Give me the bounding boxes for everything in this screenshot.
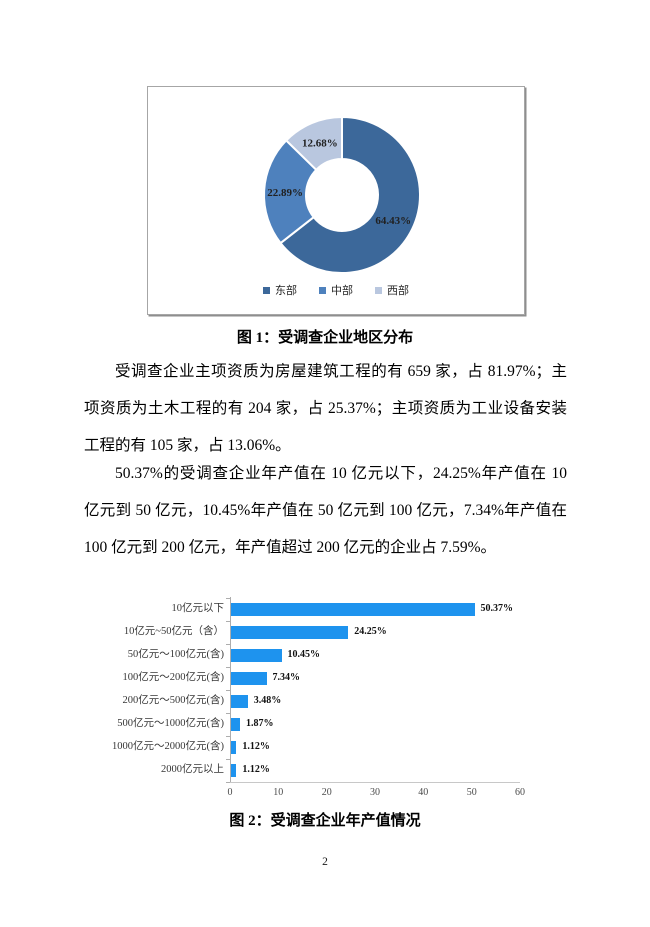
category-axis-line — [230, 597, 231, 782]
donut-legend: 东部 中部 西部 — [148, 282, 524, 298]
bar — [231, 648, 282, 662]
bar-category-label: 1000亿元～2000亿元(含) — [112, 741, 224, 752]
x-axis-tick-label: 0 — [227, 787, 233, 798]
category-axis-tick — [226, 643, 230, 645]
bar — [231, 625, 349, 639]
bar-value-label: 1.12% — [242, 764, 270, 775]
x-axis-tick-label: 40 — [418, 787, 429, 798]
legend-item: 中部 — [319, 282, 353, 298]
legend-item: 东部 — [263, 282, 297, 298]
bar-value-label: 1.87% — [246, 718, 274, 729]
category-axis-tick — [226, 666, 230, 668]
legend-swatch — [319, 286, 326, 294]
bar-category-label: 10亿元~50亿元（含） — [123, 626, 224, 637]
paragraph-qualifications: 受调查企业主项资质为房屋建筑工程的有 659 家，占 81.97%；主项资质为土… — [84, 363, 567, 454]
bar-category-label: 500亿元～1000亿元(含) — [117, 718, 224, 729]
bar-value-label: 24.25% — [354, 626, 387, 637]
legend-label: 西部 — [387, 285, 409, 297]
donut-slice-0 — [279, 115, 421, 274]
bar-value-label: 7.34% — [272, 672, 301, 683]
category-axis-tick — [226, 689, 230, 691]
x-axis-tick-label: 20 — [321, 787, 332, 798]
bar-category-label: 10亿元以下 — [171, 603, 225, 614]
donut-slice-label: 22.89% — [267, 187, 303, 199]
legend-label: 中部 — [331, 285, 353, 297]
bar — [231, 671, 267, 685]
donut-slice-2 — [284, 115, 343, 172]
page-number: 2 — [322, 856, 328, 868]
x-axis-tick-label: 30 — [370, 787, 380, 798]
donut-chart: 64.43% 22.89% 12.68% — [263, 115, 421, 274]
bar-value-label: 1.12% — [242, 741, 270, 752]
bar-category-label: 2000亿元以上 — [161, 764, 224, 775]
bar-category-label: 100亿元～200亿元(含) — [122, 672, 225, 683]
bar — [231, 740, 237, 754]
category-axis-tick — [226, 735, 230, 737]
donut-slice-1 — [263, 139, 318, 245]
legend-item: 西部 — [375, 282, 409, 298]
x-axis-tick-label: 10 — [273, 787, 284, 798]
bar-value-label: 3.48% — [253, 695, 282, 706]
bar-value-label: 10.45% — [287, 649, 321, 660]
x-axis-tick-label: 50 — [466, 787, 477, 798]
donut-slice-label: 12.68% — [302, 138, 338, 150]
legend-label: 东部 — [275, 285, 297, 297]
figure2-caption: 图 2：受调查企业年产值情况 — [229, 813, 421, 829]
bar — [231, 694, 248, 708]
bar — [231, 602, 475, 616]
legend-swatch — [263, 286, 270, 294]
figure1-chart-frame: 64.43% 22.89% 12.68% 东部 中部 西部 — [147, 86, 525, 315]
bar-category-label: 50亿元～100亿元(含) — [127, 649, 224, 660]
bar-chart: 10亿元以下 50.37% 10亿元~50亿元（含） 24.25% 50亿元～100亿元… — [100, 592, 550, 804]
donut-slice-label: 64.43% — [375, 215, 411, 227]
category-axis-tick — [226, 597, 230, 599]
paragraph-output-value: 50.37%的受调查企业年产值在 10 亿元以下，24.25%年产值在 10 亿… — [84, 465, 567, 556]
category-axis-tick — [226, 712, 230, 714]
category-axis-tick — [226, 781, 230, 783]
legend-swatch — [375, 286, 382, 294]
bar — [231, 763, 237, 777]
category-axis-tick — [226, 758, 230, 760]
category-axis-tick — [226, 620, 230, 622]
bar-category-label: 200亿元～500亿元(含) — [122, 695, 225, 706]
x-axis-line — [230, 782, 520, 783]
bar — [231, 717, 240, 731]
figure1-caption: 图 1：受调查企业地区分布 — [236, 330, 414, 346]
bar-value-label: 50.37% — [480, 603, 514, 614]
x-axis-tick-label: 60 — [515, 787, 525, 798]
